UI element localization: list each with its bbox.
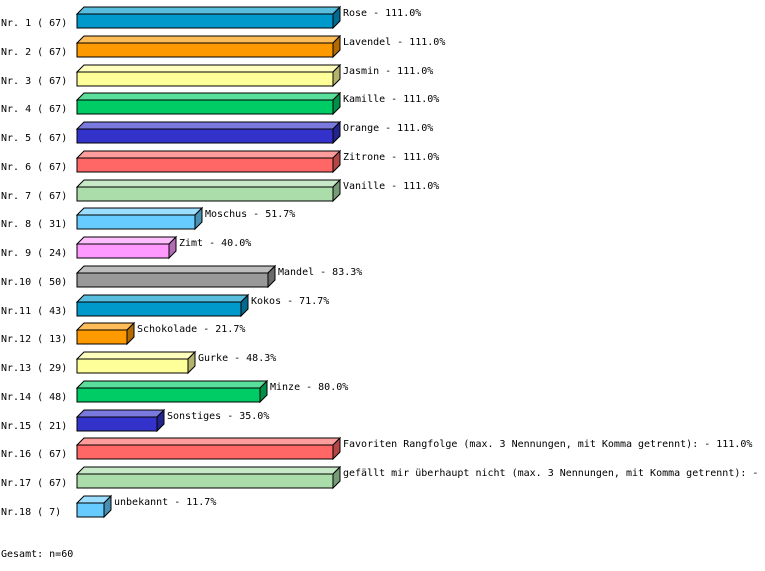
bar [76,301,242,317]
category-label: Nr.16 ( 67) [1,449,67,460]
bar-top [75,409,166,418]
category-label: Nr. 9 ( 24) [1,248,67,259]
bar-top [75,466,342,475]
bar-top [75,322,136,331]
bar-value-label: Rose - 111.0% [343,8,421,19]
bar [76,157,334,173]
bar [76,329,128,345]
category-label: Nr. 4 ( 67) [1,104,67,115]
category-label: Nr. 2 ( 67) [1,47,67,58]
category-label: Nr. 1 ( 67) [1,18,67,29]
category-label: Nr.14 ( 48) [1,392,67,403]
bar-value-label: Schokolade - 21.7% [137,324,245,335]
bar-value-label: Favoriten Rangfolge (max. 3 Nennungen, m… [343,439,752,450]
bar [76,13,334,29]
category-label: Nr. 5 ( 67) [1,133,67,144]
category-label: Nr.18 ( 7) [1,507,61,518]
bar-top [75,121,342,130]
bar-top [75,294,250,303]
bar-top [75,380,269,389]
bar-value-label: Orange - 111.0% [343,123,433,134]
bar-top [75,64,342,73]
category-label: Nr.13 ( 29) [1,363,67,374]
category-label: Nr.12 ( 13) [1,334,67,345]
bar-top [75,92,342,101]
bar-value-label: Mandel - 83.3% [278,267,362,278]
bar-value-label: unbekannt - 11.7% [114,497,216,508]
bar-top [75,35,342,44]
bar [76,416,158,432]
bar [76,358,189,374]
bar-value-label: Jasmin - 111.0% [343,66,433,77]
bar [76,186,334,202]
category-label: Nr.17 ( 67) [1,478,67,489]
bar [76,99,334,115]
bar-value-label: Zimt - 40.0% [179,238,251,249]
bar [76,71,334,87]
bar-value-label: Kokos - 71.7% [251,296,329,307]
bar-top [75,6,342,15]
category-label: Nr. 7 ( 67) [1,191,67,202]
bar [76,272,269,288]
bar-value-label: Lavendel - 111.0% [343,37,445,48]
bar [76,444,334,460]
bar-value-label: Gurke - 48.3% [198,353,276,364]
category-label: Nr.15 ( 21) [1,421,67,432]
bar-value-label: Moschus - 51.7% [205,209,295,220]
bar [76,502,105,518]
bar [76,128,334,144]
footer-total: Gesamt: n=60 [1,549,73,560]
category-label: Nr.10 ( 50) [1,277,67,288]
bar-top [75,437,342,446]
bar [76,387,261,403]
bar-value-label: Vanille - 111.0% [343,181,439,192]
category-label: Nr. 6 ( 67) [1,162,67,173]
bar-top [75,236,178,245]
category-label: Nr. 8 ( 31) [1,219,67,230]
bar-top [75,179,342,188]
bar-value-label: Kamille - 111.0% [343,94,439,105]
bar-top [75,207,204,216]
bar-top [75,351,197,360]
bar-value-label: gefällt mir überhaupt nicht (max. 3 Nenn… [343,468,765,479]
bar-value-label: Zitrone - 111.0% [343,152,439,163]
bar-top [75,265,277,274]
bar-top [75,150,342,159]
bar [76,243,170,259]
bar-value-label: Sonstiges - 35.0% [167,411,269,422]
bar-value-label: Minze - 80.0% [270,382,348,393]
category-label: Nr. 3 ( 67) [1,76,67,87]
category-label: Nr.11 ( 43) [1,306,67,317]
bar [76,42,334,58]
bar [76,214,196,230]
bar [76,473,334,489]
